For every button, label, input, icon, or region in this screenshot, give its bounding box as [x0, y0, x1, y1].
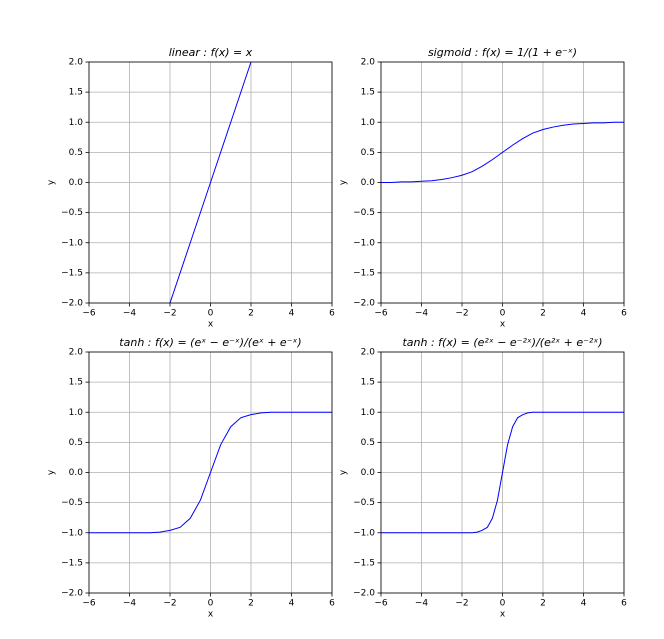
x-tick-label: 0: [500, 309, 506, 319]
y-tick-label: 1.5: [361, 378, 375, 388]
curve: [381, 121, 624, 183]
x-tick-label: −2: [163, 309, 176, 319]
y-axis-label: y: [339, 179, 349, 185]
y-tick-label: −0.5: [353, 498, 375, 508]
curve: [89, 411, 332, 534]
y-axis-label: y: [339, 469, 349, 475]
axes-frame: [380, 351, 625, 594]
y-tick-label: 1.5: [69, 88, 83, 98]
x-tick-label: −2: [163, 599, 176, 609]
axes-frame: [88, 351, 333, 594]
y-tick-label: −2.0: [353, 589, 375, 599]
x-tick-label: 4: [289, 599, 295, 609]
y-tick-label: −2.0: [353, 299, 375, 309]
x-tick-label: 6: [621, 309, 627, 319]
y-tick-label: 1.0: [361, 118, 376, 128]
x-tick-label: 2: [540, 599, 546, 609]
x-tick-label: 6: [329, 599, 335, 609]
x-tick-label: 2: [248, 309, 254, 319]
y-tick-label: 2.0: [361, 348, 376, 358]
x-axis-label: x: [208, 610, 214, 620]
x-tick-label: 6: [329, 309, 335, 319]
x-tick-label: 6: [621, 599, 627, 609]
chart-title: sigmoid : f(x) = 1/(1 + e⁻ˣ): [428, 46, 577, 59]
y-tick-label: −0.5: [61, 498, 83, 508]
chart-title: tanh : f(x) = (e²ˣ − e⁻²ˣ)/(e²ˣ + e⁻²ˣ): [402, 336, 602, 349]
y-tick-label: 1.0: [361, 408, 376, 418]
x-tick-label: −4: [415, 599, 429, 609]
y-tick-label: −1.0: [353, 528, 375, 538]
axes-frame: [88, 61, 333, 304]
x-tick-label: 0: [208, 599, 214, 609]
y-tick-label: 2.0: [69, 58, 84, 68]
x-tick-label: −4: [123, 309, 137, 319]
y-tick-label: 0.0: [69, 178, 84, 188]
y-axis-label: y: [47, 469, 57, 475]
x-tick-label: 4: [581, 599, 587, 609]
y-tick-label: −1.0: [61, 528, 83, 538]
y-tick-label: −1.0: [61, 238, 83, 248]
y-tick-label: 0.5: [361, 438, 375, 448]
y-tick-label: −2.0: [61, 589, 83, 599]
y-tick-label: −0.5: [353, 208, 375, 218]
x-tick-label: −6: [82, 309, 96, 319]
x-axis-label: x: [500, 320, 506, 330]
chart-title: tanh : f(x) = (eˣ − e⁻ˣ)/(eˣ + e⁻ˣ): [119, 336, 301, 349]
y-tick-label: 0.5: [361, 148, 375, 158]
x-tick-label: −4: [415, 309, 429, 319]
x-axis-label: x: [208, 320, 214, 330]
x-tick-label: 2: [248, 599, 254, 609]
y-tick-label: −2.0: [61, 299, 83, 309]
y-tick-label: 1.5: [69, 378, 83, 388]
y-tick-label: −1.0: [353, 238, 375, 248]
x-axis-label: x: [500, 610, 506, 620]
y-axis-label: y: [47, 179, 57, 185]
y-tick-label: −0.5: [61, 208, 83, 218]
x-tick-label: −4: [123, 599, 137, 609]
y-tick-label: −1.5: [61, 268, 83, 278]
x-tick-label: 0: [500, 599, 506, 609]
y-tick-label: 2.0: [69, 348, 84, 358]
y-tick-label: −1.5: [353, 268, 375, 278]
y-tick-label: 0.5: [69, 148, 83, 158]
y-tick-label: 2.0: [361, 58, 376, 68]
x-tick-label: −6: [374, 309, 388, 319]
y-tick-label: 1.5: [361, 88, 375, 98]
curve: [381, 411, 624, 534]
y-tick-label: 1.0: [69, 118, 84, 128]
y-tick-label: 0.5: [69, 438, 83, 448]
x-tick-label: 4: [581, 309, 587, 319]
curve: [169, 62, 252, 303]
y-tick-label: −1.5: [353, 558, 375, 568]
y-tick-label: −1.5: [61, 558, 83, 568]
y-tick-label: 0.0: [361, 178, 376, 188]
x-tick-label: −6: [82, 599, 96, 609]
axes-frame: [380, 61, 625, 304]
y-tick-label: 0.0: [69, 468, 84, 478]
x-tick-label: −2: [455, 309, 468, 319]
x-tick-label: 4: [289, 309, 295, 319]
y-tick-label: 1.0: [69, 408, 84, 418]
x-tick-label: −6: [374, 599, 388, 609]
y-tick-label: 0.0: [361, 468, 376, 478]
x-tick-label: −2: [455, 599, 468, 609]
x-tick-label: 2: [540, 309, 546, 319]
chart-title: linear : f(x) = x: [169, 46, 253, 59]
x-tick-label: 0: [208, 309, 214, 319]
